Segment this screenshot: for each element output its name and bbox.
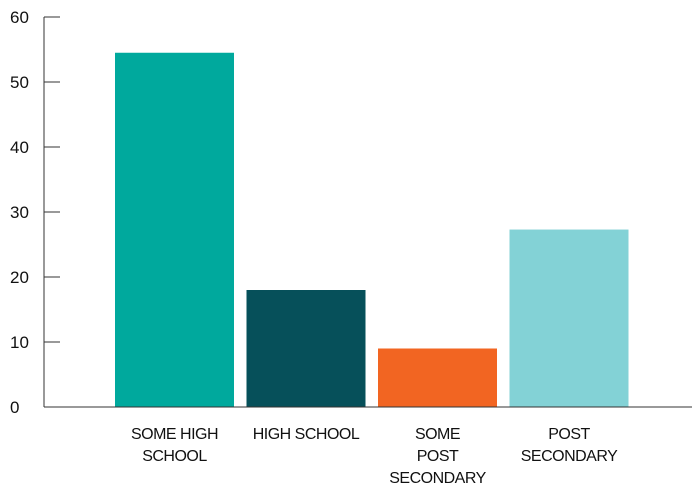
x-tick-label: POST	[417, 448, 459, 465]
bar	[378, 348, 497, 407]
x-tick-label: SOME	[415, 426, 460, 443]
x-tick-label: SCHOOL	[142, 448, 207, 465]
bar	[509, 229, 629, 407]
bar	[246, 290, 366, 407]
y-tick-label: 10	[10, 333, 29, 352]
x-tick-label: SECONDARY	[389, 470, 486, 487]
bar	[115, 52, 234, 407]
x-tick-label: POST	[548, 426, 590, 443]
x-axis-labels: SOME HIGH SCHOOL HIGH SCHOOL SOME POST SECOND…	[131, 426, 619, 487]
y-tick-label: 20	[10, 268, 29, 287]
x-tick-label: HIGH SCHOOL	[253, 426, 360, 443]
y-axis: 0 10 20 30 40 50 60	[10, 8, 60, 417]
y-tick-label: 60	[10, 8, 29, 27]
x-tick-label: SOME HIGH	[131, 426, 218, 443]
y-tick-label: 40	[10, 138, 29, 157]
y-tick-label: 30	[10, 203, 29, 222]
bars	[115, 52, 629, 407]
y-tick-label: 0	[10, 398, 19, 417]
x-tick-label: SECONDARY	[521, 448, 618, 465]
y-tick-label: 50	[10, 73, 29, 92]
